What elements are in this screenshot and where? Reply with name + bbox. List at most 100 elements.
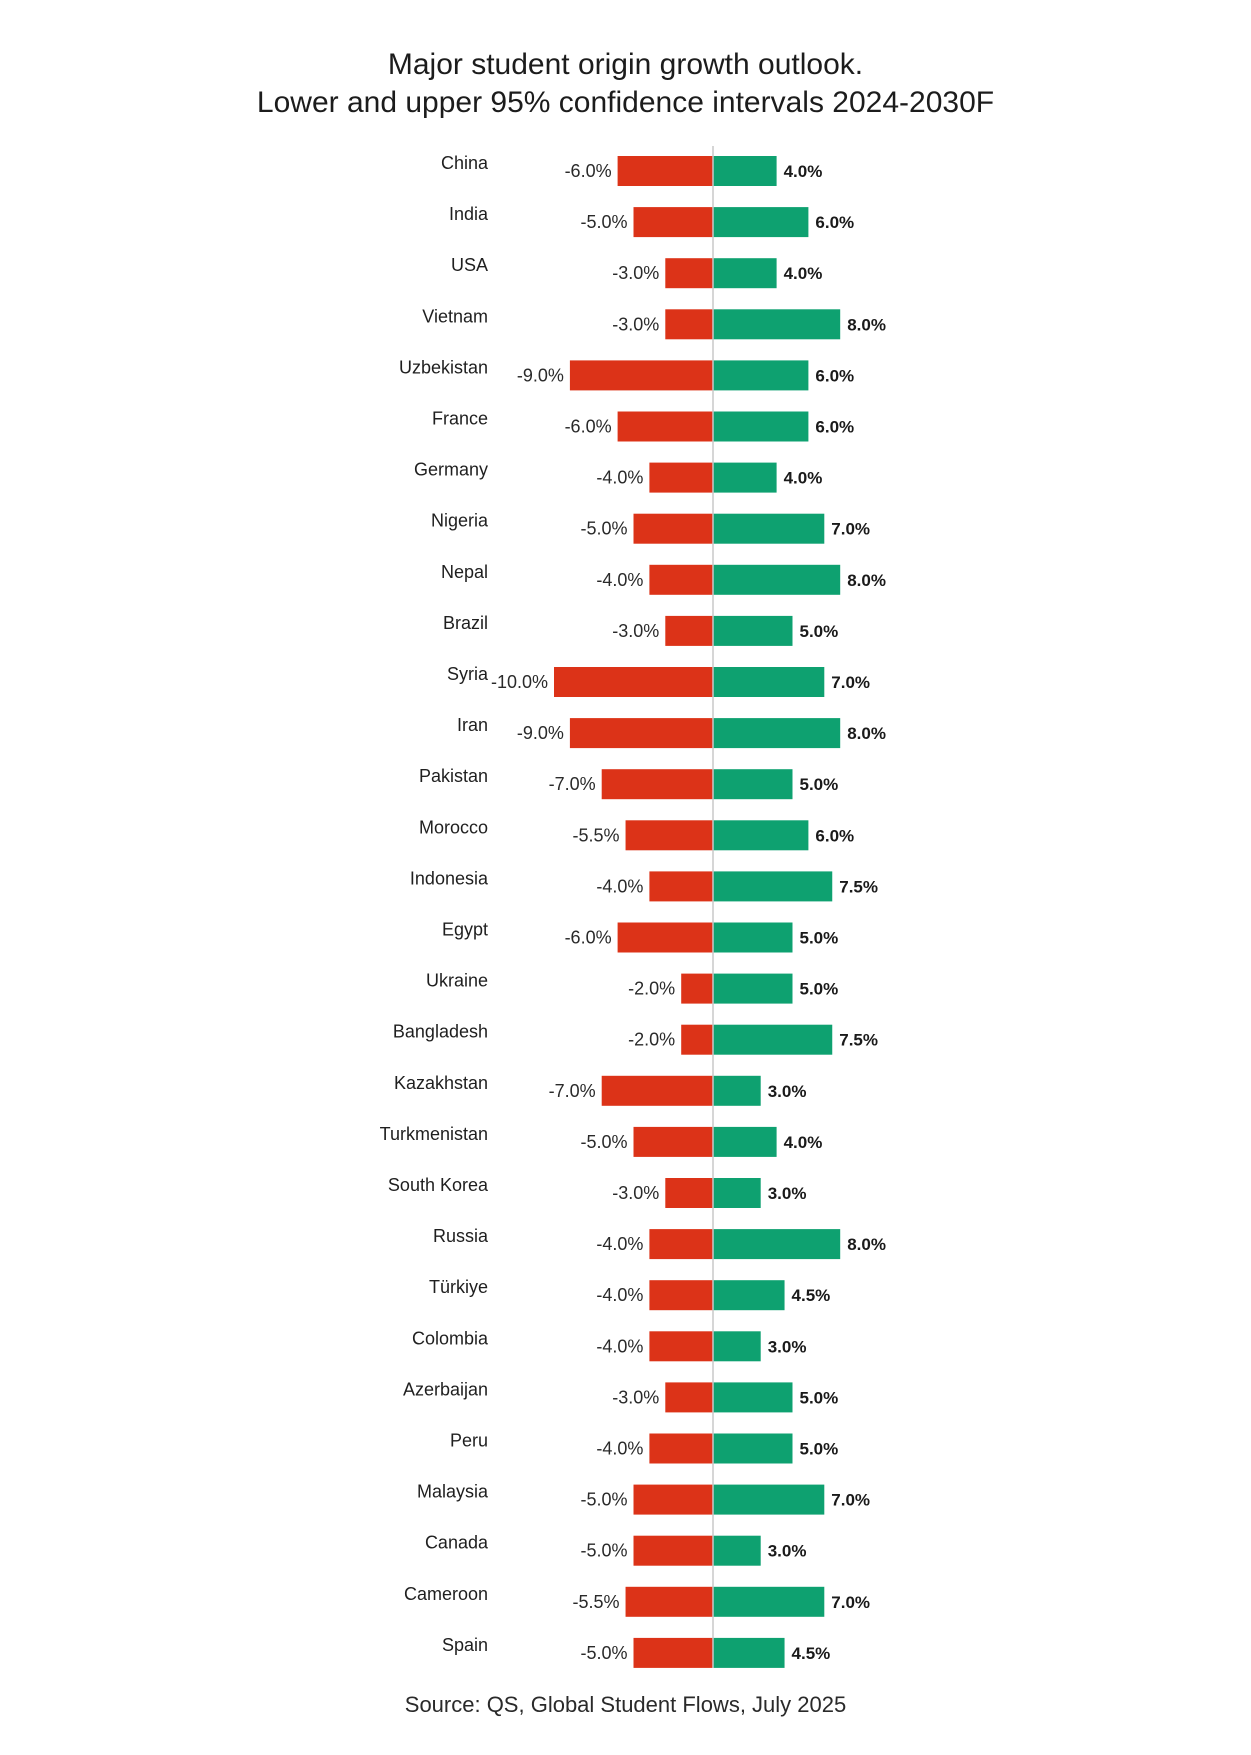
lower-bound-label: -2.0% <box>628 1030 675 1050</box>
lower-bound-bar <box>649 462 713 493</box>
upper-bound-bar <box>713 1024 833 1055</box>
upper-bound-label: 5.0% <box>800 622 839 641</box>
lower-bound-bar <box>601 769 713 800</box>
category-label: Pakistan <box>419 766 488 786</box>
upper-bound-bar <box>713 1331 761 1362</box>
lower-bound-bar <box>601 1075 713 1106</box>
category-label: USA <box>451 255 488 275</box>
lower-bound-label: -5.0% <box>580 1541 627 1561</box>
upper-bound-bar <box>713 411 809 442</box>
lower-bound-label: -4.0% <box>596 468 643 488</box>
lower-bound-bar <box>649 1433 713 1464</box>
upper-bound-bar <box>713 1484 825 1515</box>
lower-bound-label: -3.0% <box>612 263 659 283</box>
lower-bound-bar <box>633 207 713 238</box>
upper-bound-bar <box>713 1229 841 1260</box>
category-label: Ukraine <box>426 971 488 991</box>
upper-bound-bar <box>713 1586 825 1617</box>
category-label: Colombia <box>412 1328 489 1348</box>
upper-bound-label: 5.0% <box>800 980 839 999</box>
upper-bound-bar <box>713 718 841 749</box>
category-label: Brazil <box>443 613 488 633</box>
lower-bound-label: -5.0% <box>580 519 627 539</box>
upper-bound-label: 3.0% <box>768 1337 807 1356</box>
category-label: Spain <box>442 1635 488 1655</box>
lower-bound-label: -4.0% <box>596 1439 643 1459</box>
lower-bound-label: -5.5% <box>573 825 620 845</box>
category-label: Malaysia <box>417 1482 489 1502</box>
upper-bound-label: 6.0% <box>815 366 854 385</box>
upper-bound-label: 5.0% <box>800 1388 839 1407</box>
lower-bound-bar <box>665 309 713 340</box>
upper-bound-label: 8.0% <box>847 571 886 590</box>
category-label: Peru <box>450 1431 488 1451</box>
lower-bound-label: -5.5% <box>573 1592 620 1612</box>
category-label: Germany <box>414 460 488 480</box>
upper-bound-bar <box>713 615 793 646</box>
lower-bound-bar <box>569 718 713 749</box>
category-label: Bangladesh <box>393 1022 488 1042</box>
upper-bound-label: 4.0% <box>784 469 823 488</box>
lower-bound-bar <box>633 1126 713 1157</box>
category-label: Canada <box>425 1533 489 1553</box>
upper-bound-bar <box>713 922 793 953</box>
lower-bound-label: -5.0% <box>580 1132 627 1152</box>
upper-bound-bar <box>713 360 809 391</box>
category-label: Cameroon <box>404 1584 488 1604</box>
category-label: Nepal <box>441 562 488 582</box>
category-label: Iran <box>457 715 488 735</box>
lower-bound-bar <box>649 1280 713 1311</box>
upper-bound-label: 3.0% <box>768 1082 807 1101</box>
upper-bound-label: 3.0% <box>768 1184 807 1203</box>
upper-bound-bar <box>713 973 793 1004</box>
lower-bound-label: -5.0% <box>580 1490 627 1510</box>
lower-bound-bar <box>681 973 713 1004</box>
lower-bound-bar <box>633 1535 713 1566</box>
category-label: Morocco <box>419 817 488 837</box>
lower-bound-label: -4.0% <box>596 876 643 896</box>
category-label: Azerbaijan <box>403 1379 488 1399</box>
lower-bound-bar <box>617 156 713 186</box>
category-label: India <box>449 204 489 224</box>
lower-bound-bar <box>665 1178 713 1208</box>
lower-bound-bar <box>633 1484 713 1515</box>
lower-bound-bar <box>649 564 713 595</box>
lower-bound-bar <box>649 871 713 902</box>
category-label: Turkmenistan <box>380 1124 488 1144</box>
upper-bound-label: 5.0% <box>800 775 839 794</box>
upper-bound-bar <box>713 1382 793 1413</box>
category-label: Nigeria <box>431 511 489 531</box>
upper-bound-label: 8.0% <box>847 724 886 743</box>
upper-bound-label: 4.5% <box>792 1644 831 1663</box>
category-label: Uzbekistan <box>399 357 488 377</box>
upper-bound-bar <box>713 1126 777 1157</box>
category-label: France <box>432 409 488 429</box>
category-label: Indonesia <box>410 868 489 888</box>
upper-bound-bar <box>713 1433 793 1464</box>
lower-bound-label: -4.0% <box>596 1336 643 1356</box>
upper-bound-bar <box>713 1535 761 1566</box>
lower-bound-label: -3.0% <box>612 1183 659 1203</box>
category-label: Vietnam <box>422 306 488 326</box>
chart-title-line-2: Lower and upper 95% confidence intervals… <box>256 86 995 119</box>
upper-bound-bar <box>713 667 825 697</box>
lower-bound-label: -9.0% <box>517 365 564 385</box>
lower-bound-bar <box>665 615 713 646</box>
lower-bound-bar <box>617 411 713 442</box>
chart-title: Major student origin growth outlook. Low… <box>0 46 1251 122</box>
upper-bound-bar <box>713 258 777 289</box>
upper-bound-label: 3.0% <box>768 1542 807 1561</box>
lower-bound-label: -7.0% <box>549 1081 596 1101</box>
upper-bound-bar <box>713 820 809 851</box>
lower-bound-label: -5.0% <box>580 212 627 232</box>
lower-bound-bar <box>625 1586 713 1617</box>
upper-bound-bar <box>713 462 777 493</box>
upper-bound-label: 6.0% <box>815 213 854 232</box>
lower-bound-bar <box>633 513 713 544</box>
lower-bound-bar <box>649 1331 713 1362</box>
upper-bound-bar <box>713 156 777 186</box>
upper-bound-label: 6.0% <box>815 418 854 437</box>
lower-bound-label: -6.0% <box>565 161 612 181</box>
lower-bound-bar <box>649 1229 713 1260</box>
